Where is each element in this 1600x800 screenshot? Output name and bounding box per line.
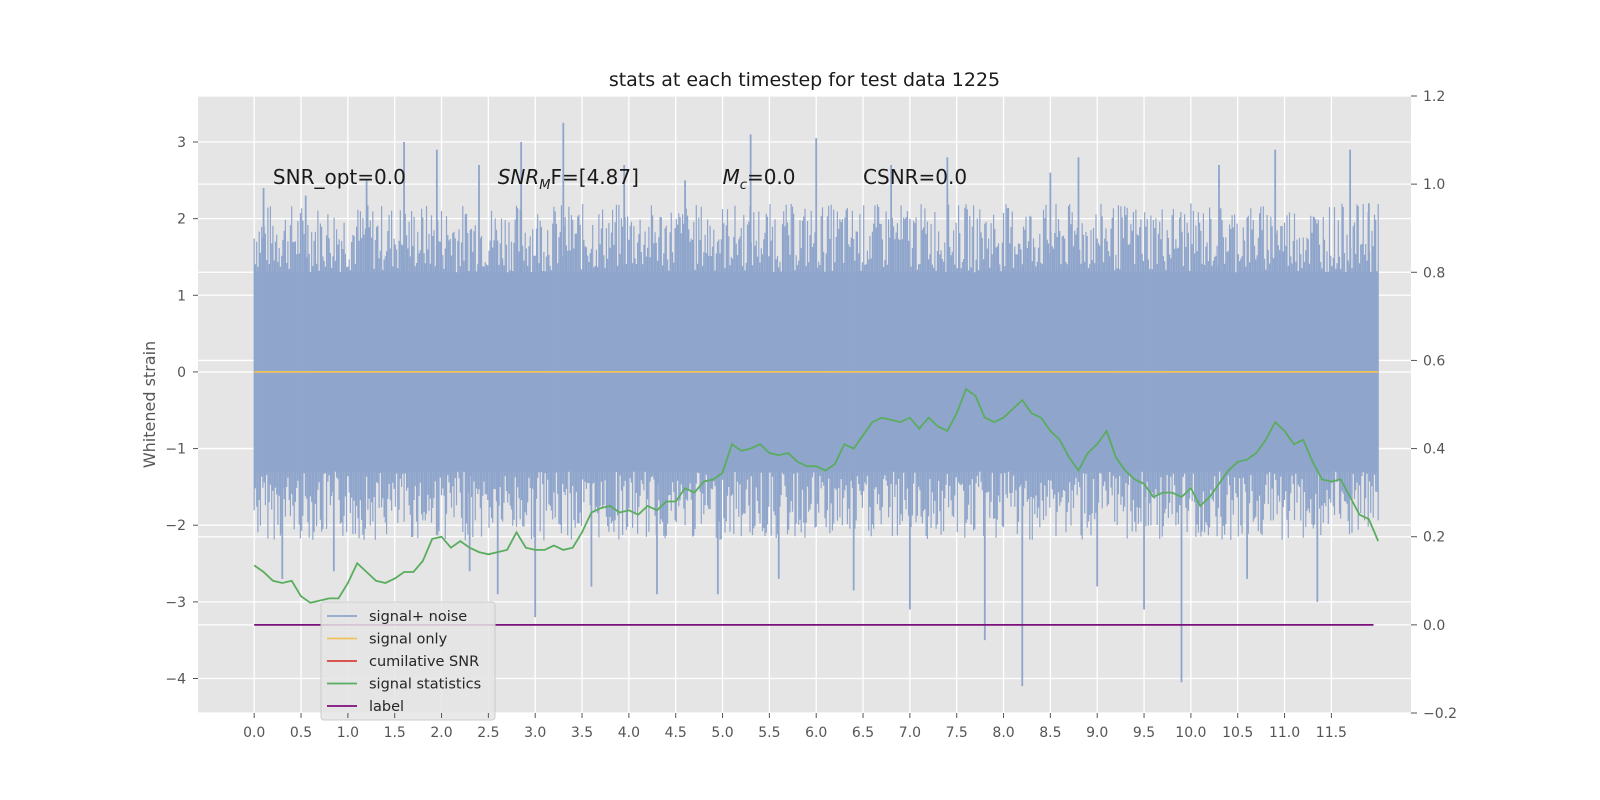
series-line-signal-statistics bbox=[253, 387, 1380, 604]
x-tick-label: 7.5 bbox=[946, 725, 968, 741]
x-tick-label: 1.5 bbox=[384, 725, 406, 741]
x-tick-label: 9.0 bbox=[1086, 725, 1108, 741]
chart-title: stats at each timestep for test data 122… bbox=[609, 69, 1000, 91]
legend-label: label bbox=[369, 699, 404, 715]
annotation-0: SNR_opt=0.0 bbox=[273, 165, 406, 189]
x-tick-label: 4.5 bbox=[665, 725, 687, 741]
x-axis-ticks: 0.0 0.5 1.0 1.5 2.0 2.5 3.0 3.5 4.0 4.5 5.0 5.5 6.0 6… bbox=[243, 713, 1347, 741]
x-tick-label: 8.5 bbox=[1039, 725, 1061, 741]
y-tick-label: 1 bbox=[177, 288, 186, 304]
y-tick-label: −4 bbox=[165, 672, 186, 688]
x-tick-label: 6.0 bbox=[805, 725, 827, 741]
x-tick-label: 3.5 bbox=[571, 725, 593, 741]
x-tick-label: 3.0 bbox=[524, 725, 546, 741]
x-tick-label: 1.0 bbox=[337, 725, 359, 741]
legend-label: signal statistics bbox=[369, 677, 481, 693]
x-tick-label: 6.5 bbox=[852, 725, 874, 741]
y-tick-label: 0 bbox=[177, 365, 186, 381]
y2-tick-label: 0.2 bbox=[1423, 530, 1445, 546]
x-tick-label: 5.0 bbox=[711, 725, 733, 741]
legend-label: signal+ noise bbox=[369, 609, 467, 625]
y-tick-label: 3 bbox=[177, 135, 186, 151]
y-tick-label: −1 bbox=[165, 442, 186, 458]
x-tick-label: 2.5 bbox=[477, 725, 499, 741]
y2-tick-label: 0.8 bbox=[1423, 265, 1445, 281]
x-tick-label: 11.0 bbox=[1269, 725, 1300, 741]
x-tick-label: 4.0 bbox=[618, 725, 640, 741]
y2-tick-label: 0.0 bbox=[1423, 618, 1445, 634]
x-tick-label: 2.0 bbox=[430, 725, 452, 741]
x-tick-label: 10.0 bbox=[1175, 725, 1206, 741]
y2-tick-label: 1.2 bbox=[1423, 89, 1445, 105]
y2-tick-label: 0.4 bbox=[1423, 442, 1445, 458]
legend-label: signal only bbox=[369, 632, 448, 648]
y2-tick-label: −0.2 bbox=[1423, 706, 1457, 722]
legend-box bbox=[320, 601, 496, 721]
y2-tick-label: 1.0 bbox=[1423, 177, 1445, 193]
y2-axis-ticks: 1.2 1.0 0.8 0.6 0.4 0.2 0.0 −0.2 bbox=[1411, 89, 1457, 722]
y2-tick-label: 0.6 bbox=[1423, 353, 1445, 369]
annotations: SNR_opt=0.0 SNRMF=[4.87] Mc=0.0 CSNR=0.0 bbox=[273, 165, 967, 193]
x-tick-label: 11.5 bbox=[1316, 725, 1347, 741]
y-tick-label: 2 bbox=[177, 212, 186, 228]
y-tick-label: −2 bbox=[165, 518, 186, 534]
x-tick-label: 7.0 bbox=[899, 725, 921, 741]
noise-texture bbox=[253, 203, 1379, 541]
x-tick-label: 10.5 bbox=[1222, 725, 1253, 741]
annotation-3: CSNR=0.0 bbox=[863, 165, 967, 189]
y-axis-ticks: 3 2 1 0 −1 −2 −3 −4 bbox=[165, 135, 198, 688]
legend-label: cumilative SNR bbox=[369, 654, 479, 670]
x-tick-label: 5.5 bbox=[758, 725, 780, 741]
annotation-1: SNRMF=[4.87] bbox=[498, 165, 639, 193]
y-tick-label: −3 bbox=[165, 595, 186, 611]
legend: signal+ noise signal only cumilative SNR si… bbox=[320, 601, 496, 721]
x-tick-label: 0.5 bbox=[290, 725, 312, 741]
y-axis-label: Whitened strain bbox=[140, 341, 159, 468]
x-tick-label: 9.5 bbox=[1133, 725, 1155, 741]
x-tick-label: 8.0 bbox=[992, 725, 1014, 741]
x-tick-label: 0.0 bbox=[243, 725, 265, 741]
annotation-2: Mc=0.0 bbox=[723, 165, 796, 193]
